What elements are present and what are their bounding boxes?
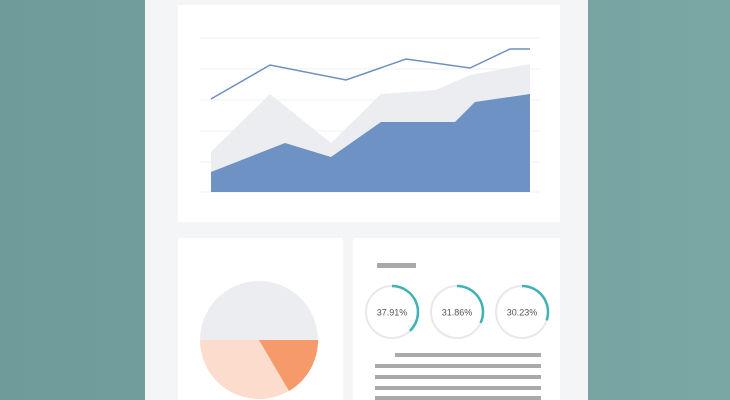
gauge-label: 37.91% [377, 307, 408, 317]
gauge-card: 37.91% 31.86% 30.23% [353, 238, 560, 400]
pie-slice [259, 340, 319, 391]
line [210, 48, 530, 100]
heading-bar [377, 263, 416, 268]
pie-card [178, 238, 343, 400]
pie-slice [200, 281, 318, 340]
area-chart-card [178, 5, 560, 222]
gauge-label: 31.86% [442, 307, 473, 317]
text-lines [375, 353, 541, 400]
gauge-arc [391, 284, 420, 332]
gauge-arc [521, 284, 550, 321]
area-blue [211, 94, 530, 192]
gauge-label: 30.23% [507, 307, 538, 317]
gauge-arc [456, 284, 485, 324]
